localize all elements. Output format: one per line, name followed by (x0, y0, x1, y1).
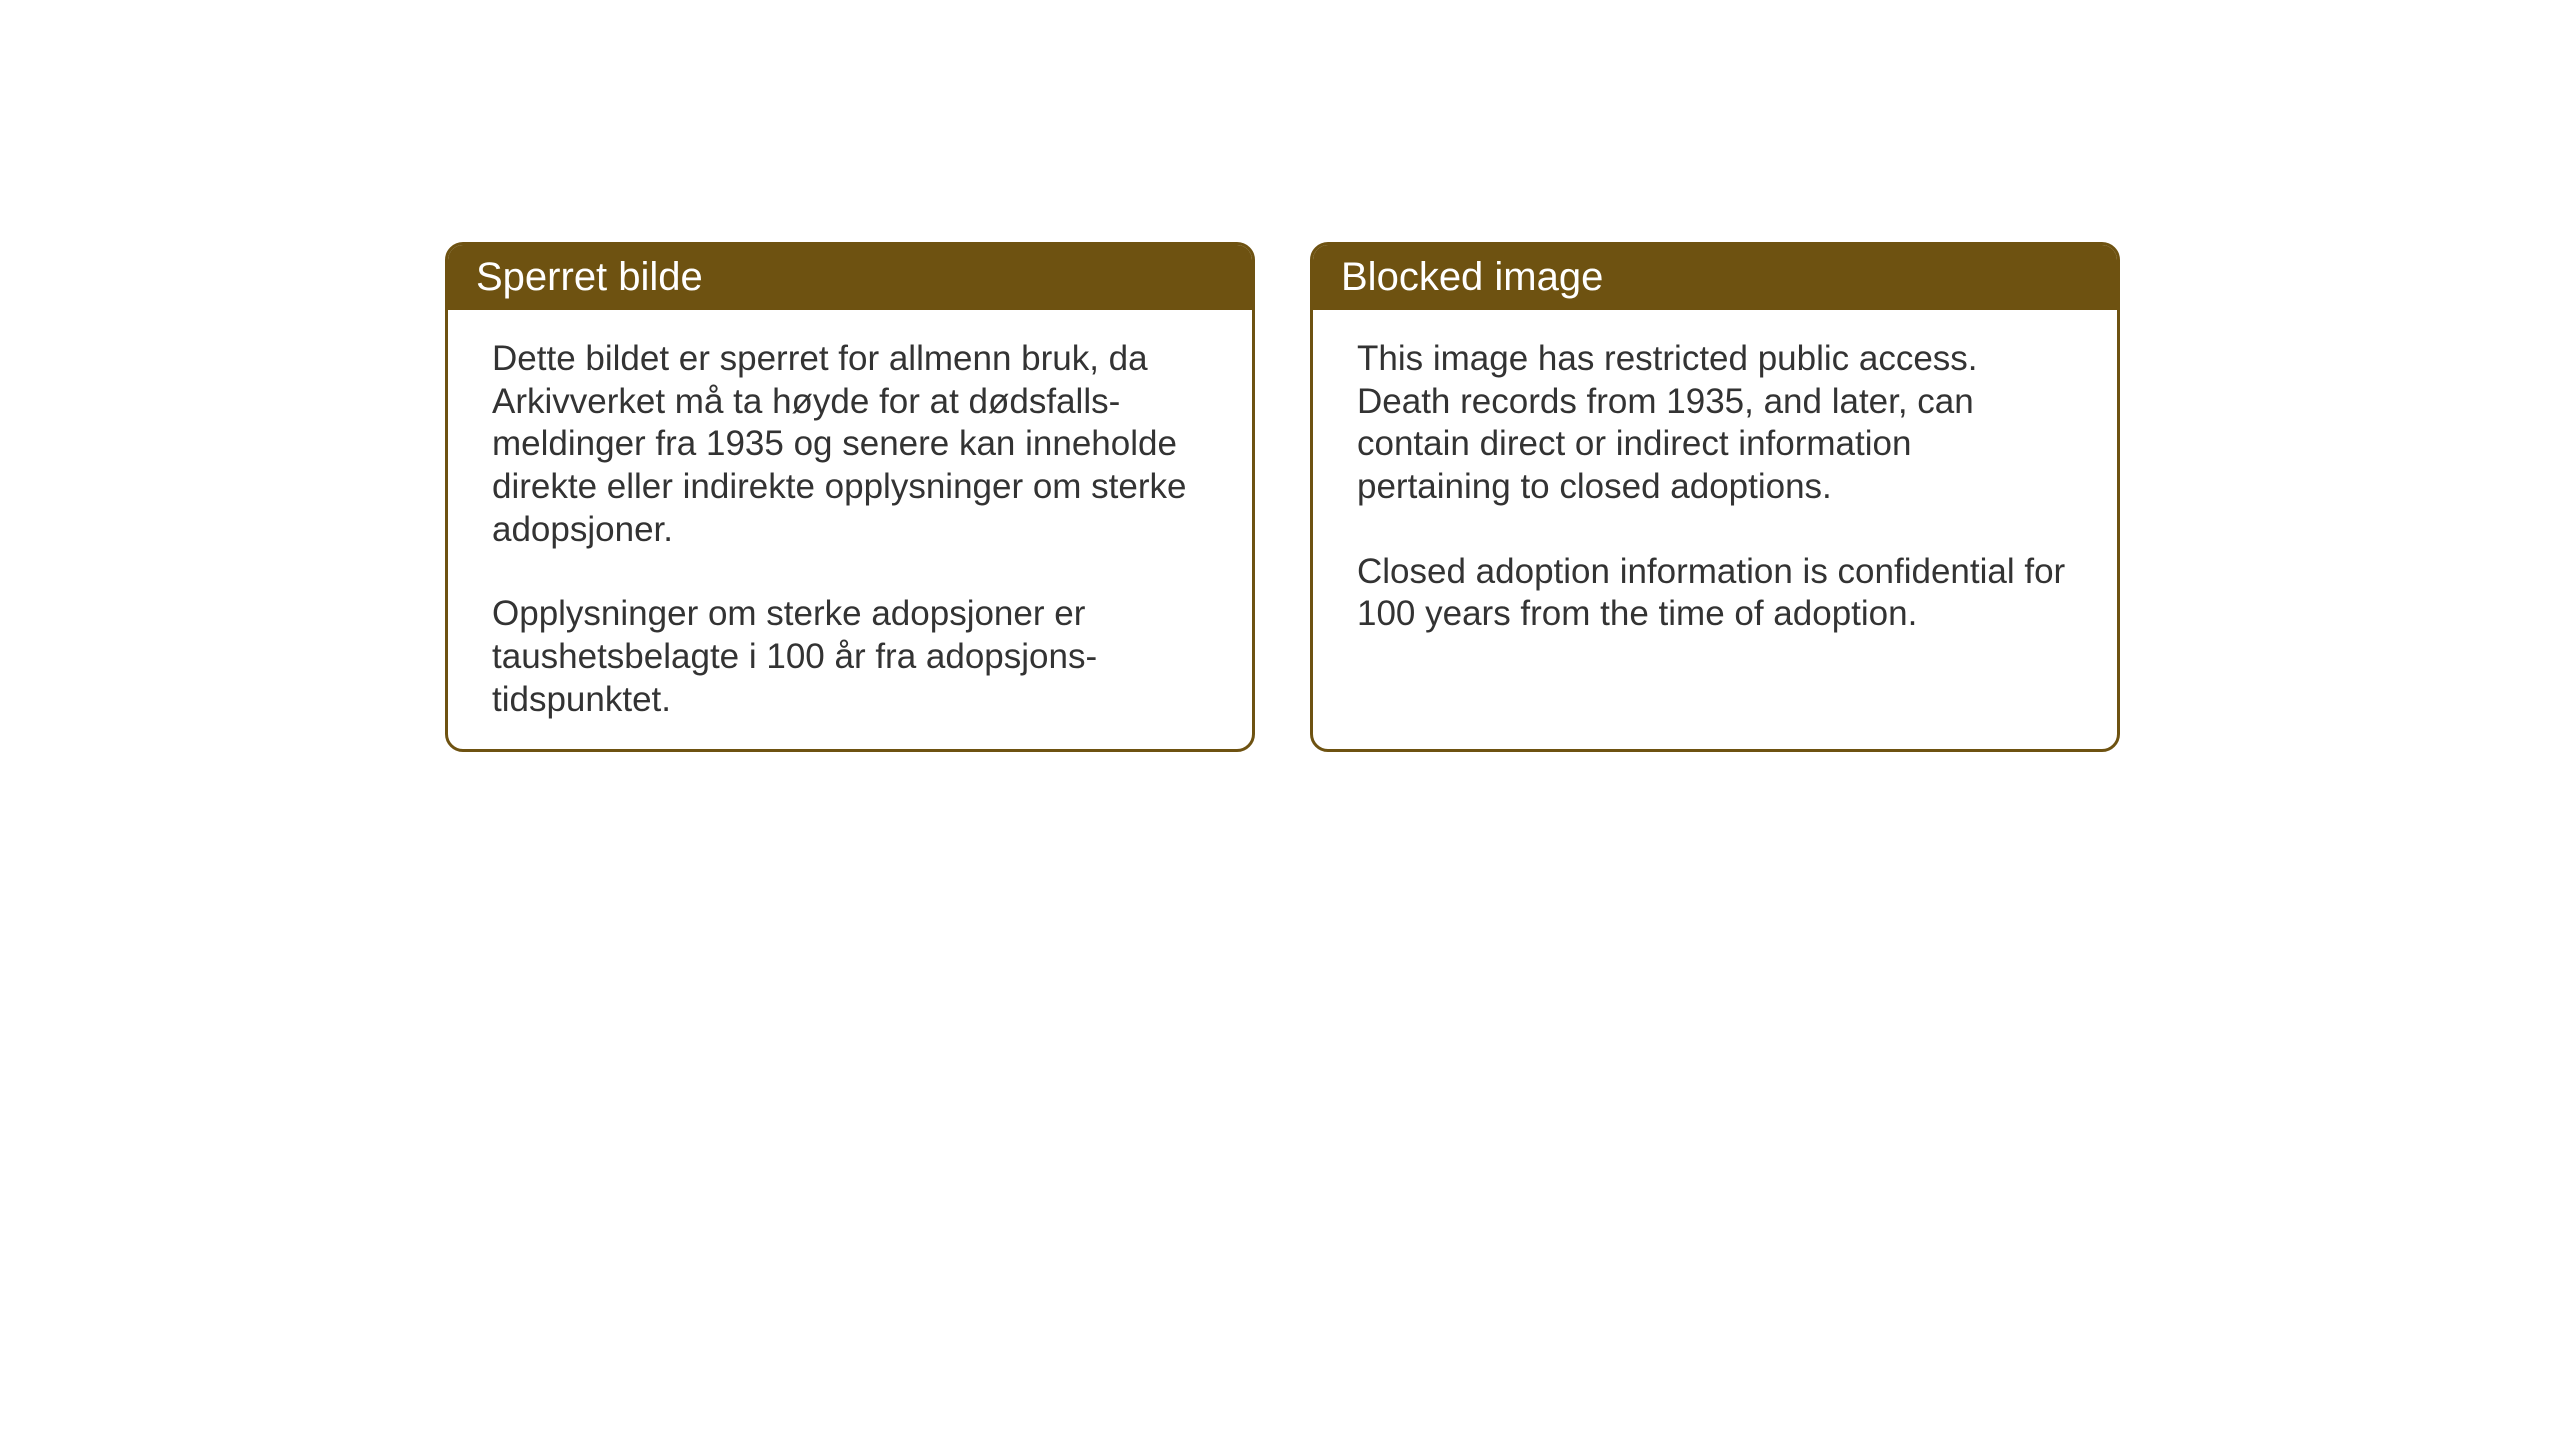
card-paragraph-2-norwegian: Opplysninger om sterke adopsjoner er tau… (492, 593, 1208, 721)
card-paragraph-1-english: This image has restricted public access.… (1357, 338, 2073, 509)
notice-card-norwegian: Sperret bilde Dette bildet er sperret fo… (445, 242, 1255, 752)
notice-container: Sperret bilde Dette bildet er sperret fo… (445, 242, 2120, 752)
card-title-english: Blocked image (1341, 255, 1603, 299)
card-body-english: This image has restricted public access.… (1313, 310, 2117, 664)
card-header-norwegian: Sperret bilde (448, 245, 1252, 310)
card-body-norwegian: Dette bildet er sperret for allmenn bruk… (448, 310, 1252, 750)
card-title-norwegian: Sperret bilde (476, 255, 703, 299)
card-paragraph-2-english: Closed adoption information is confident… (1357, 551, 2073, 636)
card-paragraph-1-norwegian: Dette bildet er sperret for allmenn bruk… (492, 338, 1208, 551)
card-header-english: Blocked image (1313, 245, 2117, 310)
notice-card-english: Blocked image This image has restricted … (1310, 242, 2120, 752)
